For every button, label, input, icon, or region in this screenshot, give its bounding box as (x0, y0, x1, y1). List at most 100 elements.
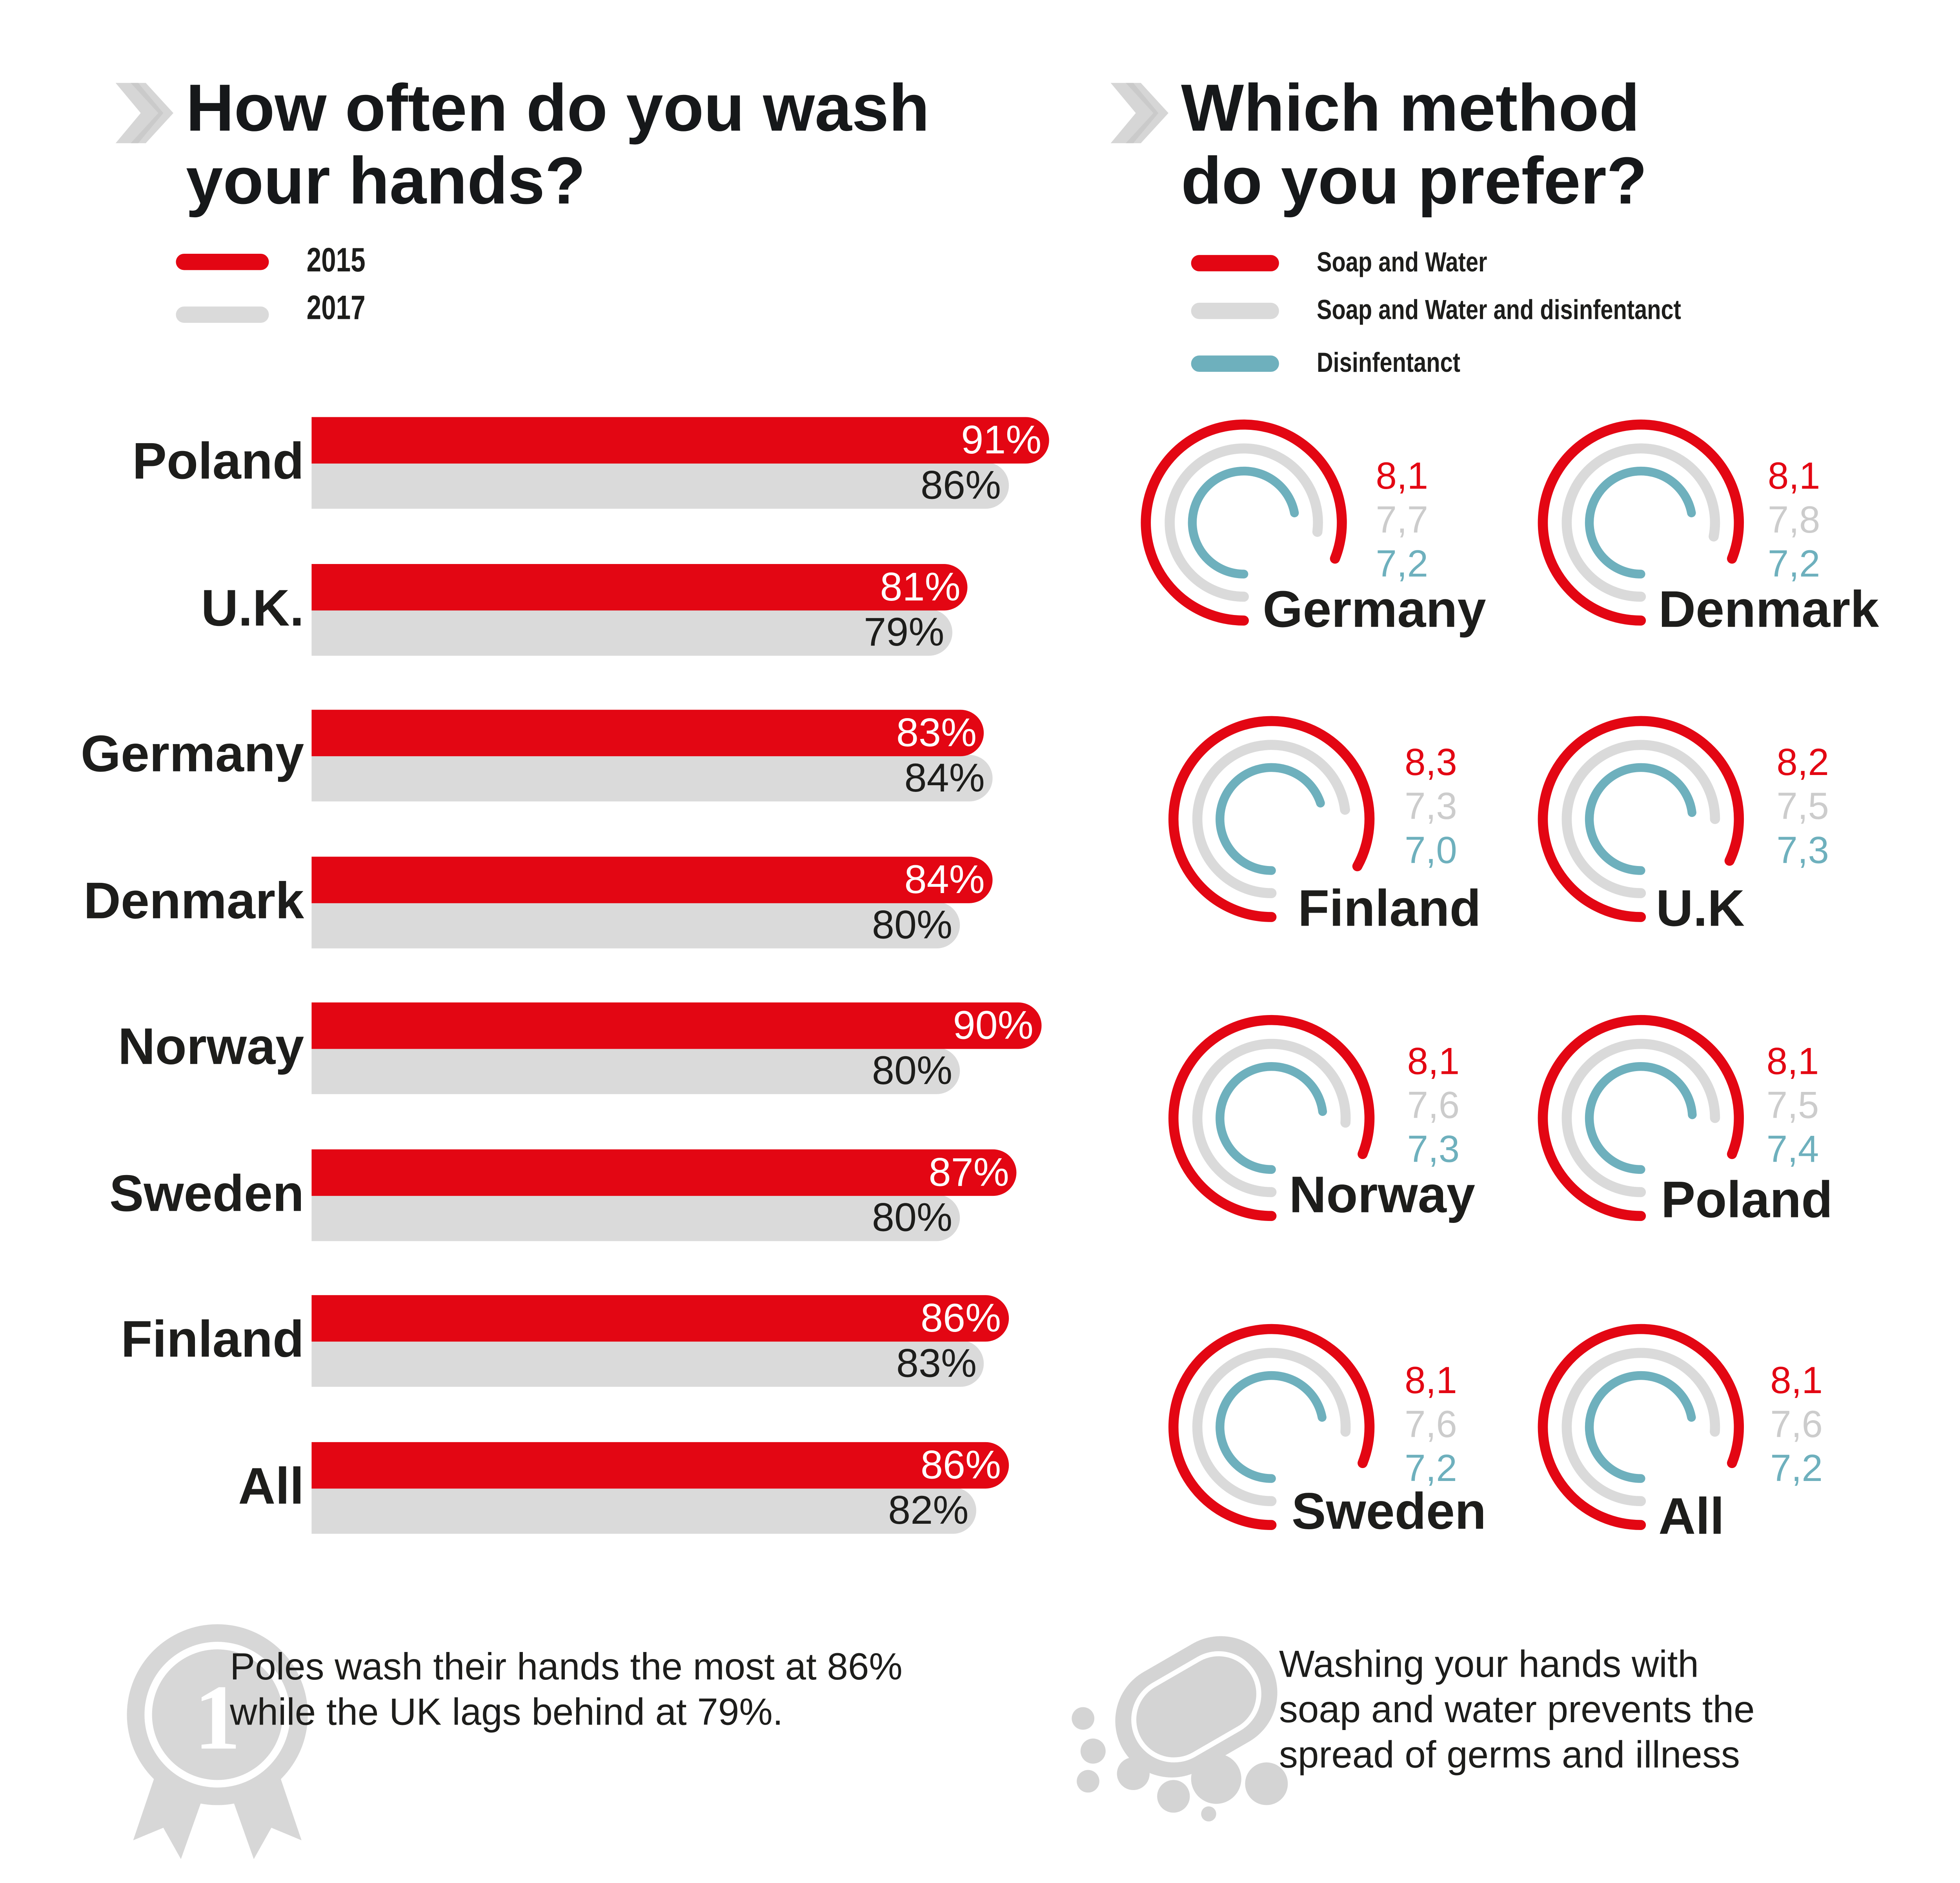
arc-disinfectant (1585, 763, 1696, 875)
soap-bubbles-icon (1072, 1636, 1288, 1822)
gauge-category-label: U.K (1656, 879, 1745, 937)
award-ribbon-icon: 1 (127, 1624, 308, 1859)
arc-disinfectant (1585, 466, 1696, 579)
arc-soap-water-disinfectant (1561, 1039, 1720, 1197)
arc-disinfectant (1216, 1371, 1327, 1483)
bar-value-label: 80% (872, 1194, 953, 1239)
bar-value-label: 81% (880, 563, 961, 609)
right-note-line3: spread of germs and illness (1279, 1735, 1740, 1776)
category-label: Sweden (109, 1164, 304, 1222)
legend-label-2017: 2017 (306, 289, 366, 327)
arc-disinfectant (1216, 1062, 1327, 1174)
gauge-category-label: Finland (1298, 879, 1481, 937)
bar-value-label: 82% (888, 1486, 969, 1532)
gauge-labels: 8,1 7,7 7,2 Germany 8,1 7,8 7,2 Denmark 8,3 7,3 7,… (0, 0, 1879, 1545)
legend-swatch-disinfectant (1191, 355, 1279, 372)
legend-swatch-2017 (176, 306, 269, 323)
chevron-right-icon (1110, 83, 1168, 144)
gauge-value-label: 7,3 (1405, 786, 1457, 828)
gauge-value-label: 7,2 (1767, 544, 1820, 586)
bar-2017: 79% (311, 608, 952, 655)
bar-value-label: 83% (896, 710, 977, 755)
arc-soap-water (1141, 419, 1347, 626)
gauge-value-label: 8,1 (1405, 1360, 1457, 1402)
category-label: Denmark (84, 871, 304, 929)
bar-2017: 82% (311, 1486, 976, 1534)
gauge-category-label: Denmark (1658, 580, 1879, 639)
bar-value-label: 80% (872, 901, 953, 947)
legend-label-soap-water-disinfectant: Soap and Water and disinfentanct (1316, 294, 1681, 326)
bar-value-label: 80% (872, 1048, 953, 1093)
legend-swatch-soap-water (1191, 255, 1279, 271)
legend-label-2015: 2015 (306, 241, 366, 279)
gauge-value-label: 7,5 (1776, 786, 1829, 828)
arc-soap-water-disinfectant (1561, 740, 1720, 899)
gauge-value-label: 8,1 (1376, 456, 1429, 498)
gauge-value-label: 7,2 (1405, 1448, 1457, 1490)
bar-2015: 91% (311, 417, 1049, 464)
legend-swatch-soap-water-disinfectant (1191, 302, 1279, 319)
gauge-value-label: 7,7 (1376, 500, 1429, 542)
arc-soap-water (1168, 716, 1375, 922)
gauge-value-label: 8,1 (1767, 456, 1820, 498)
bar-value-label: 84% (904, 856, 985, 902)
arc-soap-water-disinfectant (1561, 443, 1720, 602)
legend-label-soap-water: Soap and Water (1316, 246, 1487, 278)
gauge-category-label: Sweden (1291, 1482, 1487, 1540)
bar-2015: 84% (311, 856, 993, 903)
arc-soap-water-disinfectant (1192, 1039, 1351, 1197)
category-label: All (238, 1456, 304, 1514)
bar-2015: 81% (311, 563, 968, 610)
left-title-line1: How often do you wash (186, 71, 930, 146)
arc-soap-water-disinfectant (1192, 740, 1350, 899)
category-label: Norway (118, 1017, 304, 1075)
category-label: Germany (80, 725, 304, 783)
arc-disinfectant (1585, 1062, 1697, 1174)
category-label: Finland (121, 1310, 304, 1368)
bar-value-label: 79% (864, 608, 945, 654)
bar-value-label: 91% (961, 417, 1042, 462)
arc-soap-water (1168, 1324, 1375, 1530)
gauge-category-label: Germany (1263, 580, 1486, 639)
bar-2017: 80% (311, 901, 960, 948)
bar-chart: Poland 91% 86% U.K. 81% 79% Germany 83% 84% Denma… (0, 0, 1049, 1534)
bar-2015: 90% (311, 1002, 1041, 1049)
chevron-right-icon (115, 83, 174, 144)
bar-2017: 80% (311, 1048, 960, 1094)
bar-value-label: 86% (920, 1441, 1001, 1487)
arc-soap-water (1168, 1015, 1375, 1221)
gauge-value-label: 7,8 (1767, 500, 1820, 542)
legend-swatch-2015 (176, 253, 269, 270)
bar-2017: 86% (311, 462, 1009, 509)
gauge-value-label: 7,5 (1766, 1085, 1819, 1127)
left-title: How often do you wash your hands? (186, 71, 930, 219)
gauge-value-label: 7,6 (1407, 1085, 1460, 1127)
gauge-value-label: 7,2 (1376, 544, 1429, 586)
right-title-line2: do you prefer? (1181, 144, 1647, 219)
left-note: Poles wash their hands the most at 86% w… (230, 1646, 903, 1736)
gauge-value-label: 7,3 (1407, 1129, 1460, 1171)
left-title-line2: your hands? (186, 144, 586, 219)
gauge-value-label: 7,2 (1770, 1448, 1823, 1490)
gauge-value-label: 7,6 (1770, 1404, 1823, 1446)
award-number: 1 (194, 1666, 241, 1769)
arc-soap-water-disinfectant (1192, 1348, 1351, 1506)
bar-value-label: 87% (928, 1148, 1009, 1194)
arc-disinfectant (1585, 1371, 1696, 1483)
gauge-value-label: 8,2 (1776, 742, 1829, 784)
bar-2017: 84% (311, 755, 993, 802)
bar-value-label: 84% (904, 755, 985, 801)
gauge-category-label: Norway (1289, 1166, 1475, 1224)
arc-disinfectant (1188, 466, 1299, 579)
arc-soap-water (1538, 419, 1744, 626)
right-note: Washing your hands with soap and water p… (1279, 1643, 1755, 1779)
right-note-line1: Washing your hands with (1279, 1644, 1699, 1686)
gauge-value-label: 8,1 (1407, 1041, 1460, 1083)
arc-soap-water (1538, 1015, 1744, 1221)
bar-value-label: 83% (896, 1340, 977, 1386)
bar-value-label: 86% (920, 462, 1001, 508)
right-note-line2: soap and water prevents the (1279, 1689, 1755, 1731)
gauge-value-label: 7,0 (1405, 830, 1457, 872)
